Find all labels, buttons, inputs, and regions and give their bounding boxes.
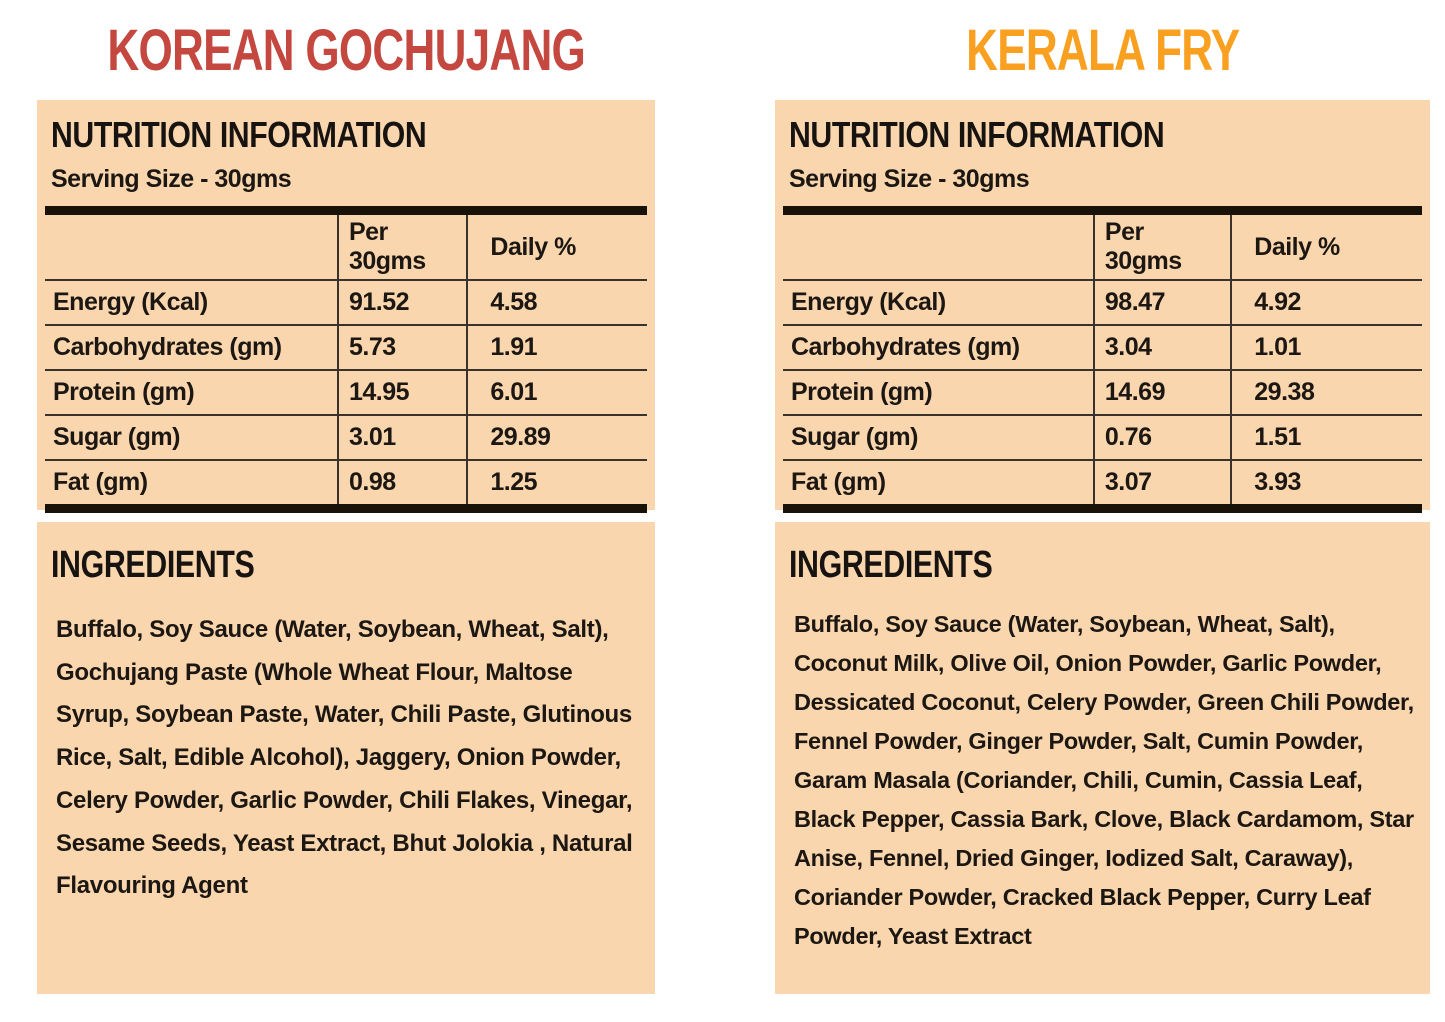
nutrition-cell-daily: 4.58 <box>466 281 647 324</box>
ingredients-card: INGREDIENTS Buffalo, Soy Sauce (Water, S… <box>775 522 1430 994</box>
header-blank-cell <box>45 215 337 279</box>
nutrition-cell-per: 3.01 <box>336 416 466 459</box>
nutrition-cell-label: Energy (Kcal) <box>53 288 208 316</box>
nutrition-cell-daily: 29.38 <box>1230 371 1422 414</box>
nutrition-cell-daily: 1.51 <box>1230 416 1422 459</box>
ingredients-text: Buffalo, Soy Sauce (Water, Soybean, Whea… <box>794 611 1414 949</box>
ingredients-card: INGREDIENTS Buffalo, Soy Sauce (Water, S… <box>37 522 655 994</box>
serving-size-label: Serving Size - 30gms <box>51 165 292 193</box>
table-top-rule <box>783 206 1422 215</box>
product-title-area: KOREAN GOCHUJANG <box>37 0 655 100</box>
header-per-30gms: Per 30gms <box>1092 215 1230 279</box>
nutrition-row: Protein (gm) 14.69 29.38 <box>783 371 1422 416</box>
product-panel-kerala-fry: KERALA FRY NUTRITION INFORMATION Serving… <box>775 0 1430 994</box>
table-top-rule <box>45 206 647 215</box>
header-per-30gms: Per 30gms <box>336 215 466 279</box>
nutrition-heading: NUTRITION INFORMATION <box>789 114 1165 155</box>
nutrition-cell-daily: 6.01 <box>466 371 647 414</box>
nutrition-row: Carbohydrates (gm) 5.73 1.91 <box>45 326 647 371</box>
nutrition-row: Protein (gm) 14.95 6.01 <box>45 371 647 416</box>
nutrition-cell-label: Protein (gm) <box>53 378 195 406</box>
product-title: KOREAN GOCHUJANG <box>107 17 585 83</box>
product-title: KERALA FRY <box>965 17 1240 83</box>
nutrition-cell-per: 0.76 <box>1092 416 1230 459</box>
table-header-row: Per 30gms Daily % <box>783 215 1422 281</box>
ingredients-heading: INGREDIENTS <box>789 544 993 586</box>
table-bottom-rule <box>783 504 1422 513</box>
product-title-area: KERALA FRY <box>775 0 1430 100</box>
nutrition-facts-card: NUTRITION INFORMATION Serving Size - 30g… <box>37 100 655 513</box>
nutrition-cell-label: Sugar (gm) <box>53 423 180 451</box>
nutrition-row: Energy (Kcal) 98.47 4.92 <box>783 281 1422 326</box>
nutrition-row: Fat (gm) 0.98 1.25 <box>45 461 647 504</box>
product-panel-korean-gochujang: KOREAN GOCHUJANG NUTRITION INFORMATION S… <box>37 0 655 994</box>
table-header-row: Per 30gms Daily % <box>45 215 647 281</box>
nutrition-cell-label: Protein (gm) <box>791 378 933 406</box>
nutrition-cell-label: Energy (Kcal) <box>791 288 946 316</box>
nutrition-cell-label: Sugar (gm) <box>791 423 918 451</box>
nutrition-cell-per: 5.73 <box>336 326 466 369</box>
nutrition-row: Fat (gm) 3.07 3.93 <box>783 461 1422 504</box>
serving-size-label: Serving Size - 30gms <box>789 165 1030 193</box>
nutrition-cell-per: 14.95 <box>336 371 466 414</box>
nutrition-cell-per: 14.69 <box>1092 371 1230 414</box>
nutrition-cell-label: Carbohydrates (gm) <box>791 333 1020 361</box>
nutrition-cell-label: Fat (gm) <box>791 468 886 496</box>
nutrition-row: Sugar (gm) 0.76 1.51 <box>783 416 1422 461</box>
nutrition-heading: NUTRITION INFORMATION <box>51 114 427 155</box>
nutrition-cell-daily: 4.92 <box>1230 281 1422 324</box>
nutrition-table: Per 30gms Daily % Energy (Kcal) 91.52 4.58… <box>45 206 647 513</box>
nutrition-facts-card: NUTRITION INFORMATION Serving Size - 30g… <box>775 100 1430 513</box>
nutrition-cell-per: 91.52 <box>336 281 466 324</box>
nutrition-row: Sugar (gm) 3.01 29.89 <box>45 416 647 461</box>
table-body: Energy (Kcal) 98.47 4.92 Carbohydrates (gm)… <box>783 281 1422 504</box>
ingredients-text: Buffalo, Soy Sauce (Water, Soybean, Whea… <box>56 616 633 900</box>
header-blank-cell <box>783 215 1093 279</box>
header-daily-percent: Daily % <box>1230 215 1422 279</box>
nutrition-table: Per 30gms Daily % Energy (Kcal) 98.47 4.92… <box>783 206 1422 513</box>
nutrition-cell-daily: 3.93 <box>1230 461 1422 504</box>
nutrition-cell-per: 0.98 <box>336 461 466 504</box>
nutrition-cell-label: Fat (gm) <box>53 468 148 496</box>
ingredients-heading: INGREDIENTS <box>51 544 255 586</box>
nutrition-row: Energy (Kcal) 91.52 4.58 <box>45 281 647 326</box>
nutrition-cell-daily: 1.25 <box>466 461 647 504</box>
nutrition-cell-daily: 1.91 <box>466 326 647 369</box>
nutrition-cell-label: Carbohydrates (gm) <box>53 333 282 361</box>
nutrition-cell-daily: 29.89 <box>466 416 647 459</box>
nutrition-cell-per: 3.04 <box>1092 326 1230 369</box>
header-daily-percent: Daily % <box>466 215 647 279</box>
nutrition-cell-daily: 1.01 <box>1230 326 1422 369</box>
nutrition-cell-per: 98.47 <box>1092 281 1230 324</box>
nutrition-cell-per: 3.07 <box>1092 461 1230 504</box>
nutrition-row: Carbohydrates (gm) 3.04 1.01 <box>783 326 1422 371</box>
table-body: Energy (Kcal) 91.52 4.58 Carbohydrates (gm)… <box>45 281 647 504</box>
table-bottom-rule <box>45 504 647 513</box>
